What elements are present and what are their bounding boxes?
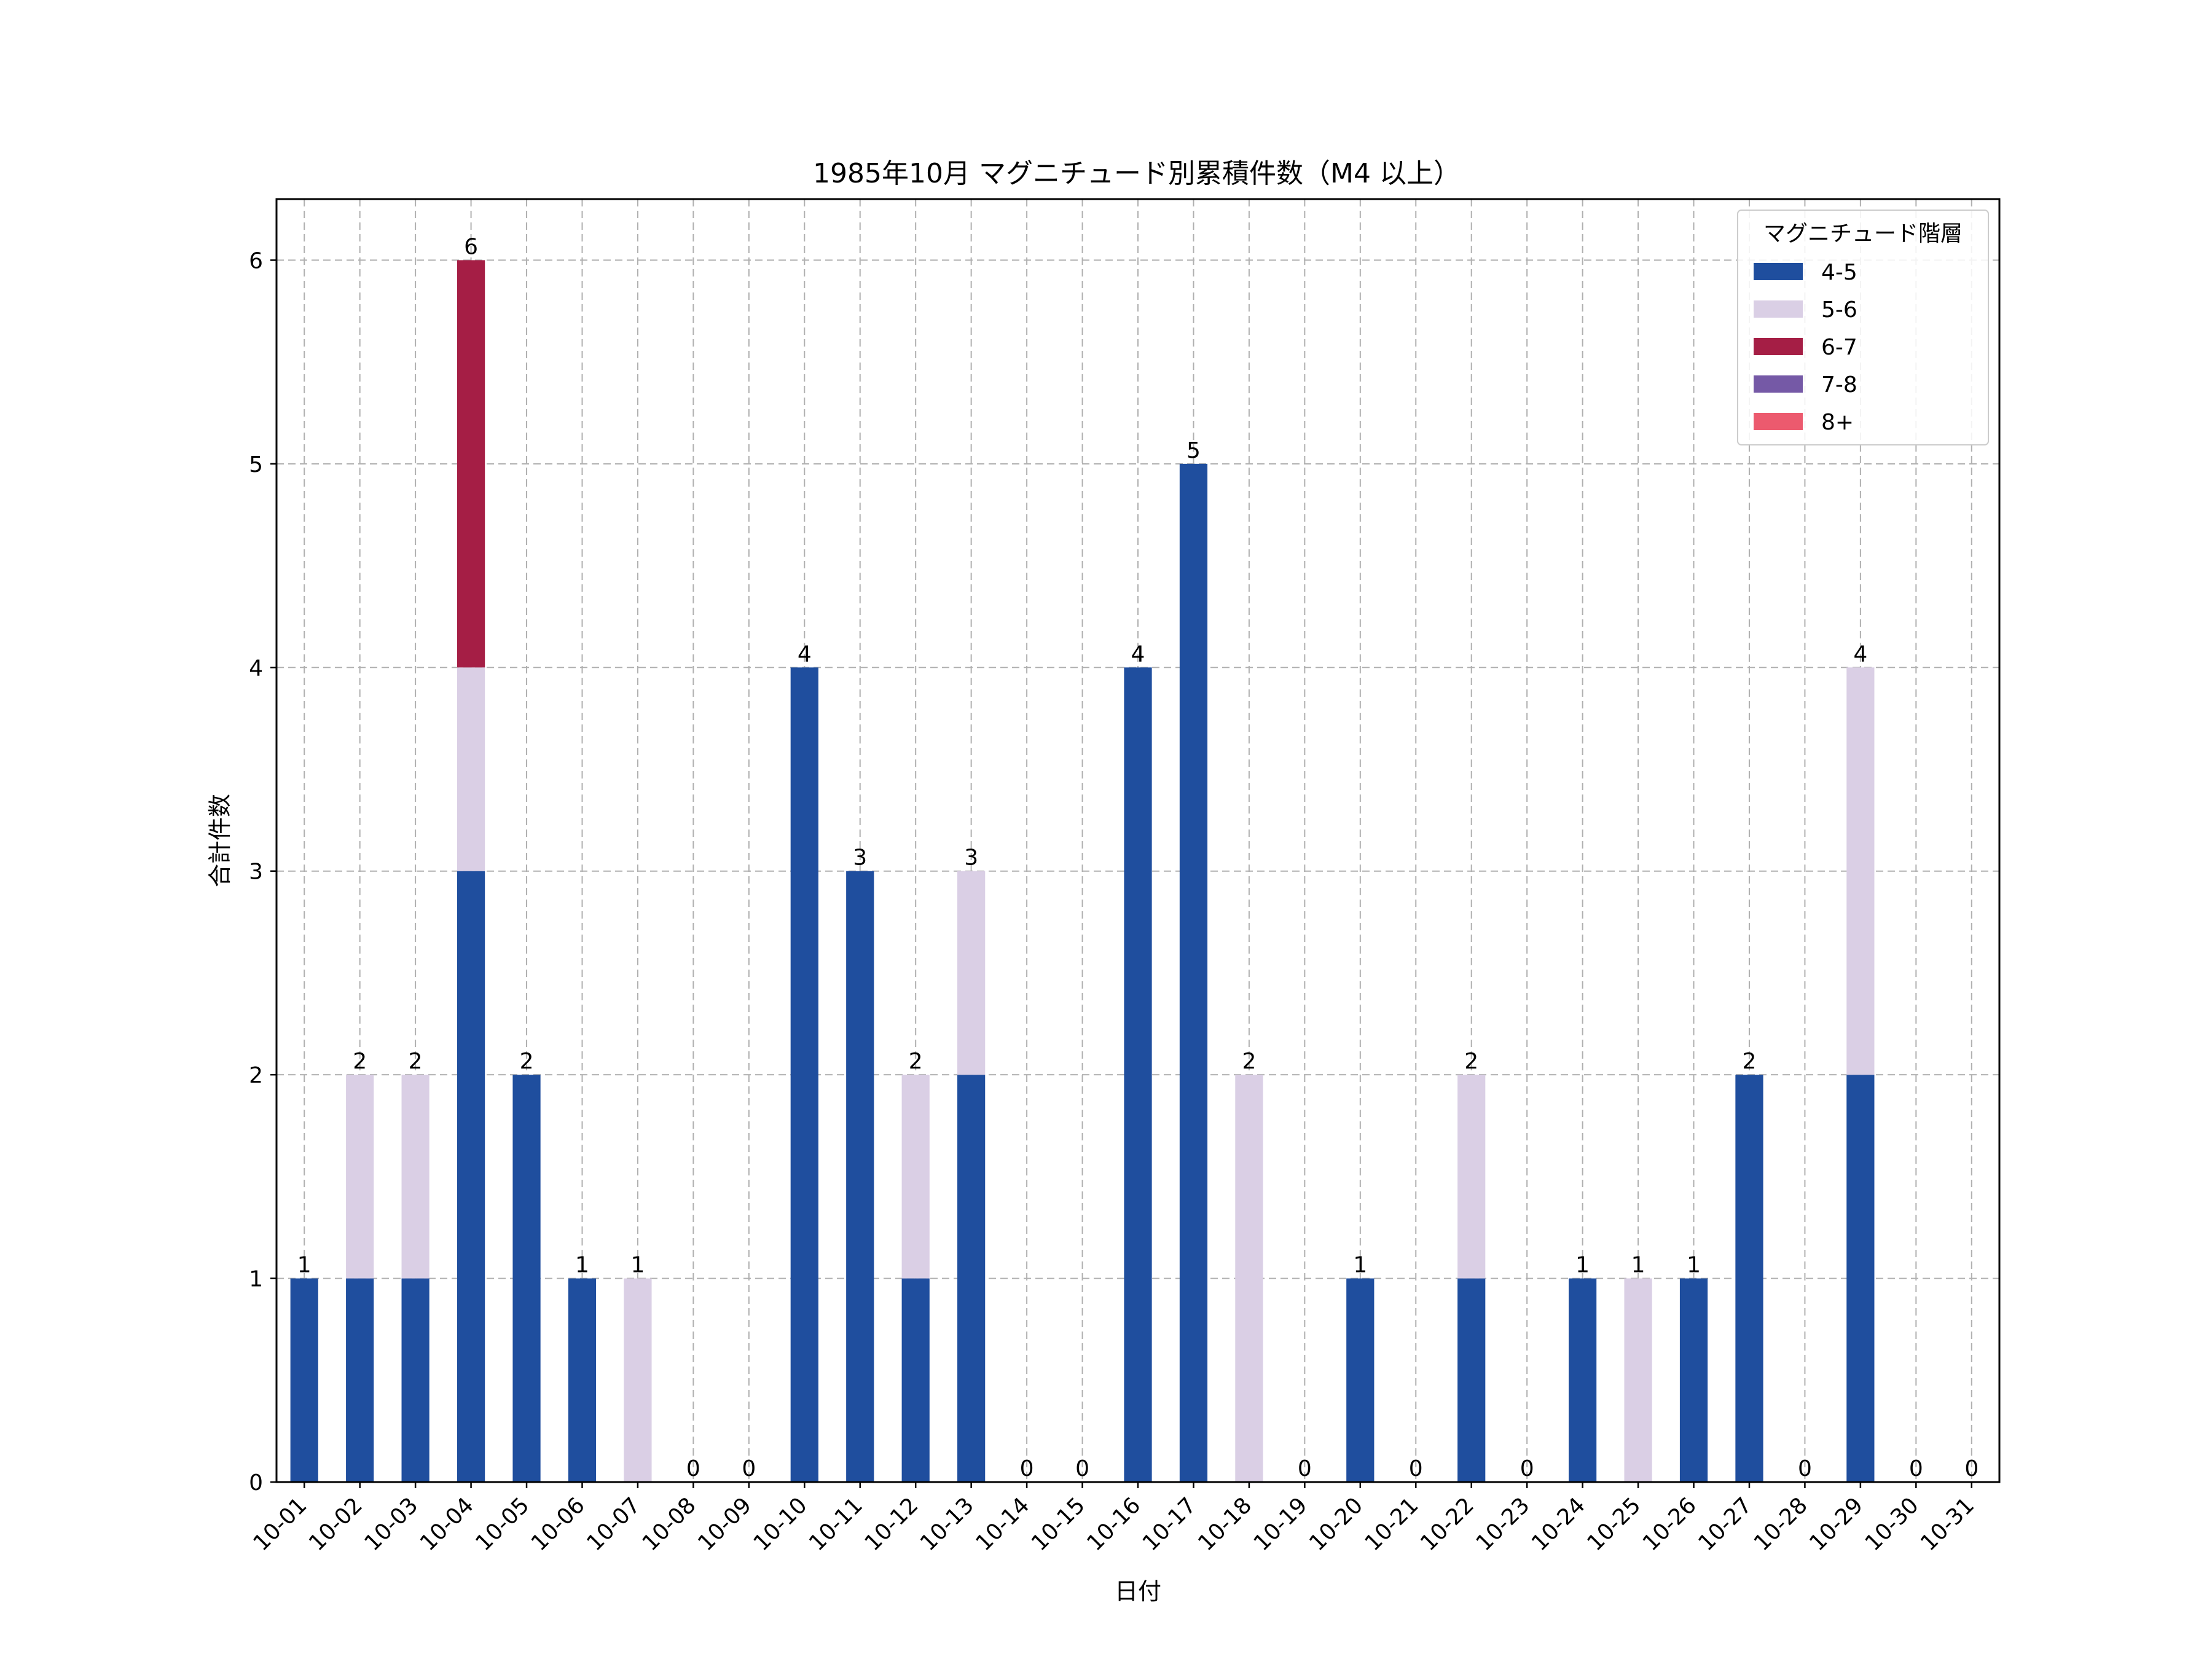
legend-items: 4-5 5-6 6-7 7-8 8+ — [1754, 260, 1857, 435]
bars — [290, 260, 1875, 1482]
y-tick-label: 5 — [249, 452, 263, 477]
legend-label: 5-6 — [1821, 297, 1857, 323]
legend-swatch — [1754, 413, 1803, 430]
legend-title: マグニチュード階層 — [1763, 221, 1963, 246]
bar-total-label: 2 — [520, 1049, 534, 1074]
bar-total-label: 2 — [409, 1049, 423, 1074]
chart-title: 1985年10月 マグニチュード別累積件数（M4 以上） — [813, 158, 1461, 189]
bar-segment — [846, 871, 874, 1482]
bar-total-label: 1 — [1687, 1253, 1701, 1278]
legend-swatch — [1754, 263, 1803, 280]
bar-total-label: 0 — [1520, 1456, 1534, 1481]
bar-total-label: 1 — [630, 1253, 645, 1278]
bar-total-label: 3 — [964, 845, 978, 871]
bar-segment — [1457, 1075, 1486, 1279]
legend-label: 6-7 — [1821, 335, 1857, 360]
bar-total-label: 0 — [1075, 1456, 1089, 1481]
bar-total-label: 0 — [1409, 1456, 1423, 1481]
bar-total-label: 4 — [1131, 641, 1145, 667]
bar-segment — [1124, 667, 1152, 1482]
bar-segment — [1735, 1075, 1763, 1482]
bar-total-label: 5 — [1186, 438, 1201, 463]
bar-segment — [901, 1075, 930, 1279]
bar-total-label: 0 — [1909, 1456, 1923, 1481]
legend-label: 4-5 — [1821, 260, 1857, 285]
y-tick-label: 6 — [249, 248, 263, 273]
y-tick-label: 0 — [249, 1470, 263, 1496]
bar-segment — [346, 1075, 374, 1279]
bar-segment — [1679, 1278, 1708, 1482]
bar-total-label: 0 — [1298, 1456, 1312, 1481]
bar-segment — [790, 667, 818, 1482]
bar-total-label: 2 — [909, 1049, 923, 1074]
bar-total-label: 0 — [1964, 1456, 1979, 1481]
bar-total-label: 4 — [798, 641, 812, 667]
bar-total-label: 2 — [353, 1049, 367, 1074]
bar-segment — [568, 1278, 597, 1482]
bar-segment — [401, 1278, 429, 1482]
bar-segment — [346, 1278, 374, 1482]
y-axis-label: 合計件数 — [206, 794, 233, 887]
bar-segment — [1569, 1278, 1597, 1482]
bar-total-label: 1 — [575, 1253, 589, 1278]
y-tick-label: 1 — [249, 1267, 263, 1292]
bar-segment — [957, 1075, 986, 1482]
x-axis-label: 日付 — [1115, 1578, 1161, 1605]
bar-segment — [1235, 1075, 1263, 1482]
bar-segment — [457, 871, 485, 1482]
bar-segment — [624, 1278, 652, 1482]
bar-total-label: 0 — [1020, 1456, 1034, 1481]
bar-total-label: 4 — [1853, 641, 1867, 667]
bar-segment — [1846, 1075, 1875, 1482]
data-labels: 1 2 2 6 2 1 1 0 0 4 3 2 3 0 0 4 5 2 0 1 0 2 0 1 1 1 2 0 4 0 0 — [297, 234, 1979, 1481]
y-tick-label: 4 — [249, 656, 263, 681]
bar-segment — [457, 260, 485, 668]
y-tick-label: 3 — [249, 860, 263, 885]
bar-segment — [1846, 667, 1875, 1075]
legend-swatch — [1754, 375, 1803, 393]
bar-segment — [401, 1075, 429, 1279]
legend-swatch — [1754, 300, 1803, 318]
bar-segment — [1624, 1278, 1652, 1482]
bar-segment — [290, 1278, 318, 1482]
y-tick-label: 2 — [249, 1063, 263, 1088]
bar-total-label: 0 — [686, 1456, 700, 1481]
bar-segment — [901, 1278, 930, 1482]
bar-total-label: 1 — [1353, 1253, 1367, 1278]
bar-total-label: 3 — [853, 845, 867, 871]
bar-total-label: 2 — [1743, 1049, 1757, 1074]
bar-total-label: 1 — [1575, 1253, 1590, 1278]
legend-swatch — [1754, 338, 1803, 355]
bar-segment — [1179, 463, 1208, 1482]
legend-label: 8+ — [1821, 410, 1854, 435]
bar-total-label: 6 — [464, 234, 478, 259]
legend: マグニチュード階層 4-5 5-6 6-7 7-8 8+ — [1737, 210, 1989, 445]
bar-segment — [1346, 1278, 1375, 1482]
legend-label: 7-8 — [1821, 372, 1857, 398]
bar-segment — [512, 1075, 541, 1482]
bar-total-label: 1 — [1631, 1253, 1645, 1278]
bar-segment — [457, 667, 485, 871]
bar-segment — [957, 871, 986, 1075]
bar-total-label: 2 — [1242, 1049, 1256, 1074]
bar-segment — [1457, 1278, 1486, 1482]
bar-total-label: 2 — [1464, 1049, 1478, 1074]
bar-total-label: 0 — [742, 1456, 756, 1481]
bar-total-label: 0 — [1798, 1456, 1812, 1481]
bar-total-label: 1 — [297, 1253, 312, 1278]
